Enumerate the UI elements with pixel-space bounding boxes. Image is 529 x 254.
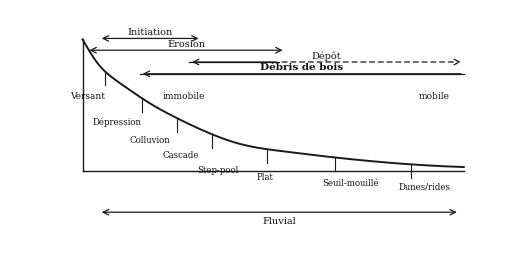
Text: Plat: Plat	[257, 172, 273, 181]
Text: Cascade: Cascade	[162, 151, 199, 160]
Text: Seuil-mouillé: Seuil-mouillé	[322, 178, 379, 187]
Text: Initiation: Initiation	[127, 28, 173, 37]
Text: Fluvial: Fluvial	[262, 216, 296, 225]
Text: Érosion: Érosion	[167, 40, 205, 49]
Text: Dépression: Dépression	[93, 118, 142, 127]
Text: Dépôt: Dépôt	[312, 51, 341, 60]
Text: immobile: immobile	[162, 91, 205, 101]
Text: Versant: Versant	[70, 91, 105, 101]
Text: Step-pool: Step-pool	[197, 165, 239, 174]
Text: Colluvion: Colluvion	[130, 135, 170, 144]
Text: mobile: mobile	[418, 91, 450, 101]
Text: Dunes/rides: Dunes/rides	[398, 182, 450, 191]
Text: Débris de bois: Débris de bois	[260, 63, 343, 72]
